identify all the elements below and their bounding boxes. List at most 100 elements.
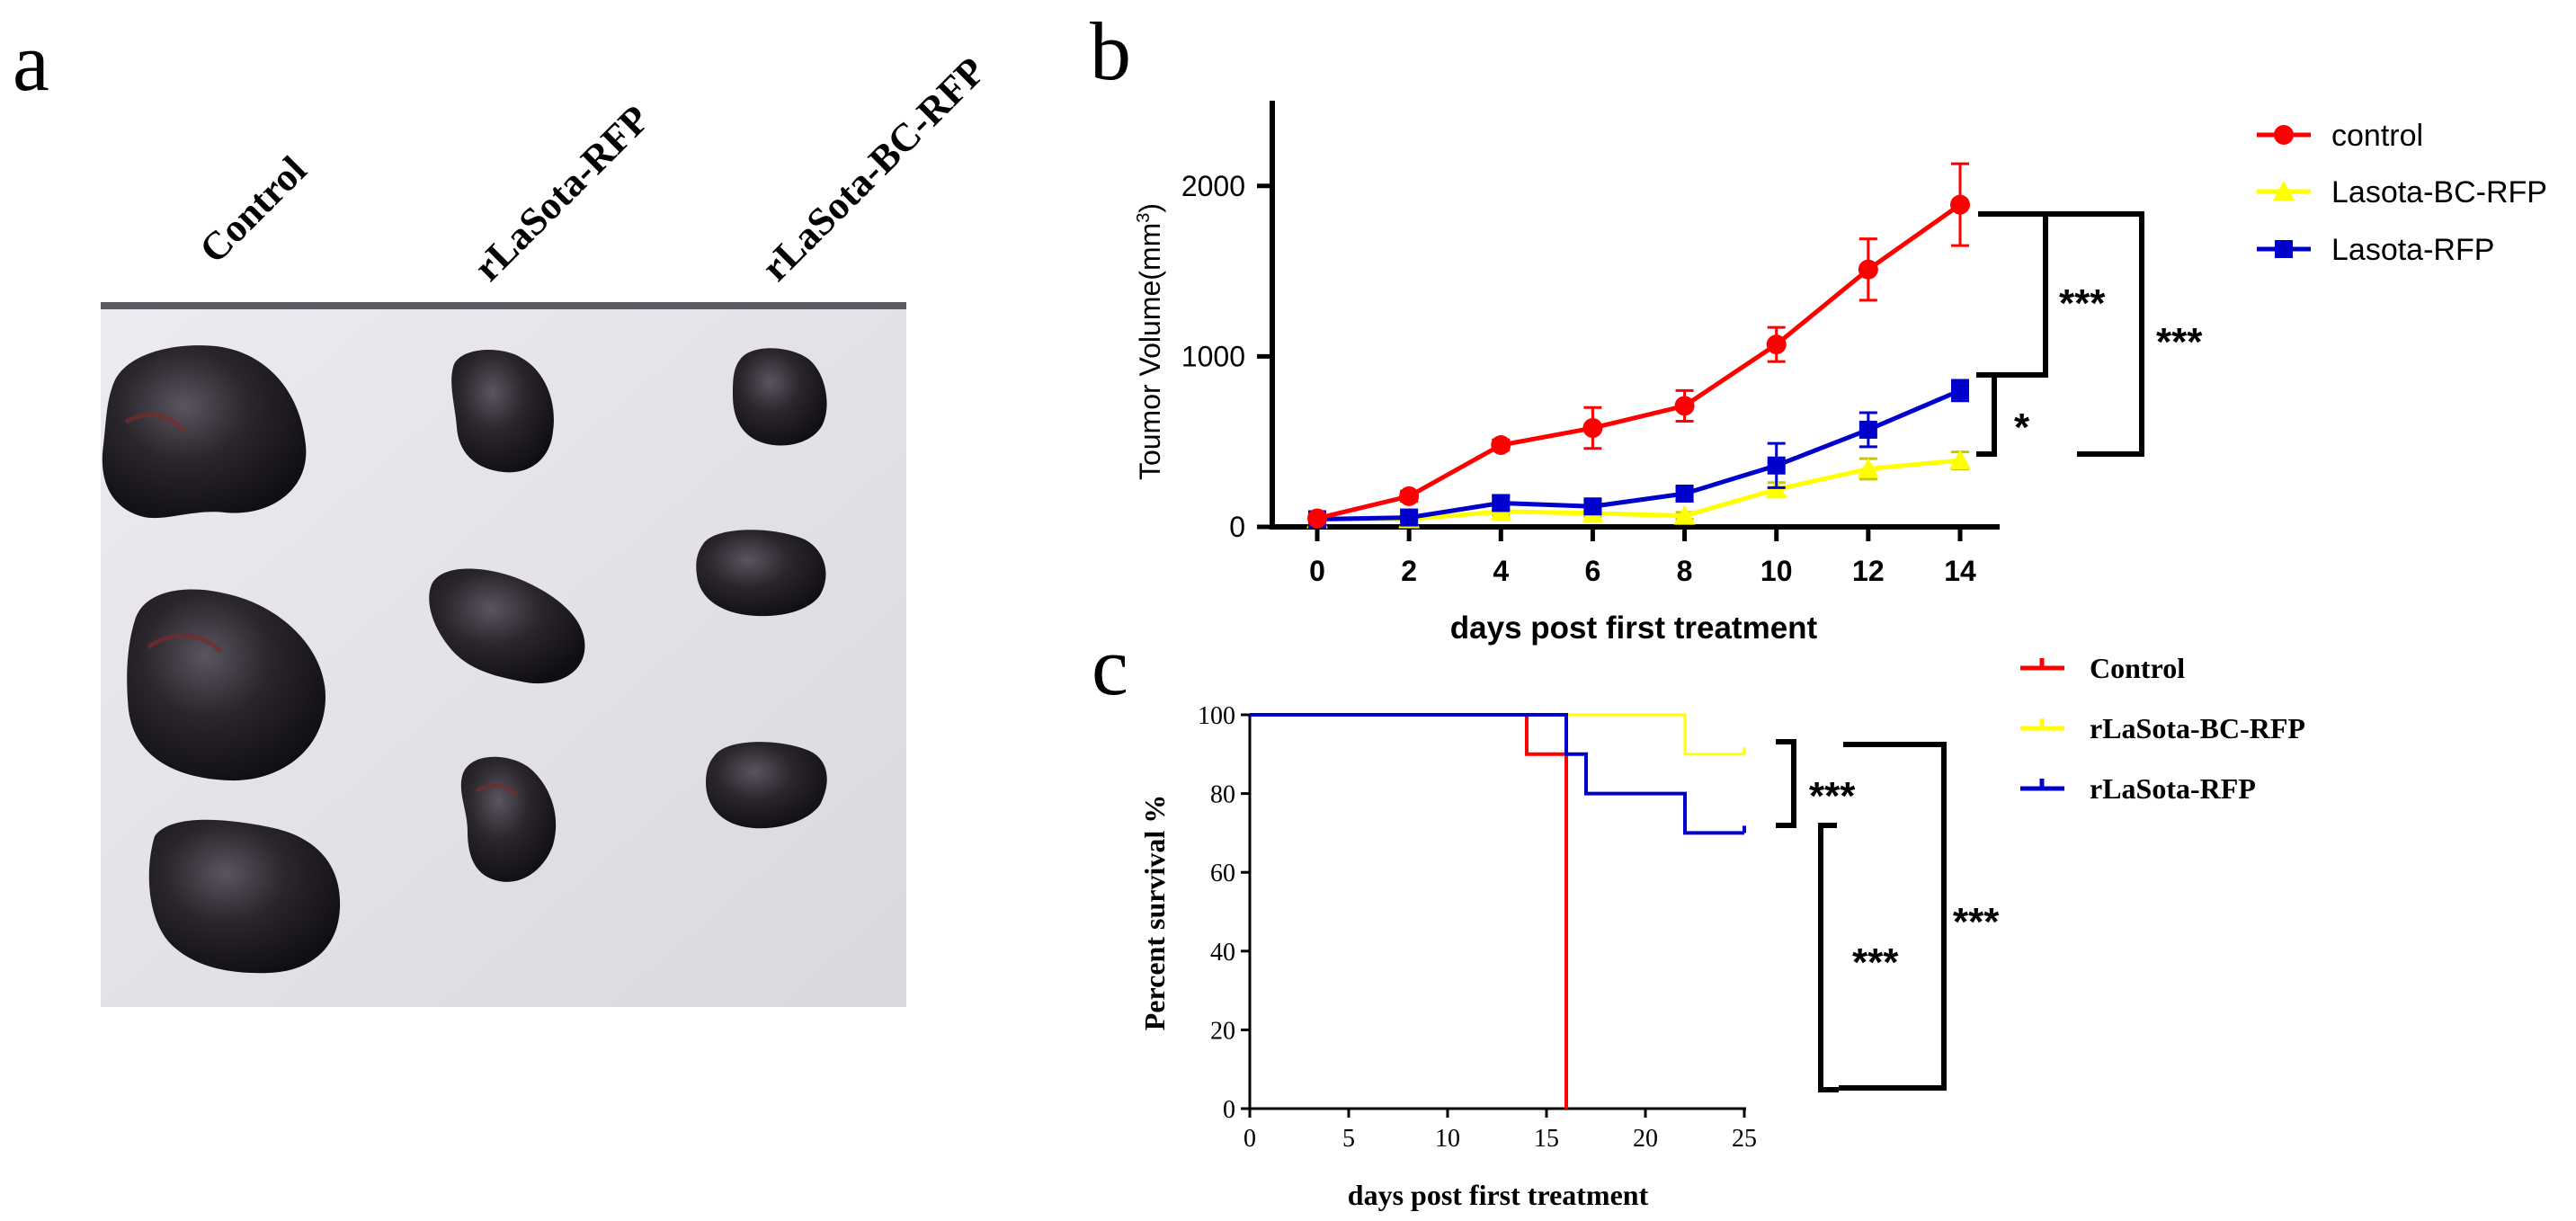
line-b-lasota-bc-rfp — [1317, 458, 1961, 521]
legend-b-rfp-label: Lasota-RFP — [2331, 233, 2494, 267]
series-c-rlasota-bc-rfp — [1250, 713, 1746, 756]
sig-b-control-vs-rfp: *** — [2059, 281, 2106, 325]
chart-c-y-tick-label-80: 80 — [1210, 781, 1235, 809]
chart-b-x-tick-label-2: 2 — [1401, 555, 1417, 587]
point-b-control-10 — [1766, 334, 1787, 355]
panel-a-letter: a — [13, 16, 49, 108]
point-b-lasota-rfp-14 — [1951, 381, 1969, 400]
chart-b-significance: *** * *** — [1976, 211, 2203, 457]
chart-c-x-tick-label-15: 15 — [1534, 1125, 1559, 1153]
bracket-b-control-vs-bc — [2046, 211, 2144, 457]
legend-b-rfp-marker — [2275, 240, 2293, 258]
chart-c-x-tick-label-0: 0 — [1243, 1125, 1256, 1153]
tumor-bc-rfp-2 — [696, 530, 826, 617]
chart-c-significance: *** *** *** — [1776, 739, 2000, 1092]
legend-b-control-marker — [2274, 125, 2294, 145]
column-label-rlasota-rfp: rLaSota-RFP — [465, 97, 657, 290]
chart-c-y-tick-label-0: 0 — [1223, 1096, 1235, 1124]
point-b-control-6 — [1582, 418, 1603, 439]
tumor-highlight-2 — [147, 633, 222, 654]
point-b-lasota-bc-rfp-12 — [1857, 458, 1879, 478]
chart-c-y-tick-label-40: 40 — [1210, 939, 1235, 967]
chart-c-x-tick-label-25: 25 — [1732, 1125, 1757, 1153]
legend-b-bc-rfp-marker — [2273, 181, 2295, 201]
tumor-control-3 — [148, 819, 341, 974]
point-b-lasota-rfp-8 — [1675, 485, 1694, 504]
chart-b-y-tick-label-0: 0 — [1229, 511, 1245, 543]
legend-c-control-label: Control — [2090, 652, 2185, 684]
chart-c-x-tick-label-10: 10 — [1435, 1125, 1460, 1153]
column-label-control: Control — [191, 147, 315, 272]
point-b-control-14 — [1950, 194, 1970, 215]
sig-c-rfp-vs-control: *** — [1852, 940, 1899, 985]
chart-b-ticks: 0 2 4 6 8 10 12 14 0 1000 2000 — [1181, 170, 1976, 587]
chart-b-y-label-main: Toumor Volume(mm — [1134, 223, 1166, 480]
bracket-b-rfp-vs-bc — [1976, 372, 1997, 457]
chart-c-x-tick-label-20: 20 — [1633, 1125, 1658, 1153]
line-b-lasota-rfp — [1316, 388, 1961, 521]
line-c-control — [1250, 713, 1568, 1109]
tumor-bc-rfp-3 — [706, 742, 827, 829]
point-b-lasota-rfp-12 — [1858, 420, 1877, 439]
series-b-lasota-rfp — [1308, 379, 1969, 529]
chart-c-ticks: 0 5 10 15 20 25 0 20 40 60 80 100 — [1198, 702, 1757, 1153]
point-b-control-0 — [1307, 508, 1327, 529]
series-c-control — [1250, 713, 1568, 1109]
point-b-lasota-rfp-4 — [1492, 494, 1511, 512]
tumor-rfp-1 — [451, 349, 554, 473]
sig-c-bc-vs-control: *** — [1953, 900, 2000, 944]
point-b-control-4 — [1491, 434, 1511, 455]
chart-b-x-label: days post first treatment — [1450, 610, 1818, 646]
chart-c-legend: Control rLaSota-BC-RFP rLaSota-RFP — [2020, 652, 2305, 805]
legend-b-bc-rfp-label: Lasota-BC-RFP — [2331, 175, 2547, 209]
chart-b-x-tick-label-0: 0 — [1309, 555, 1325, 587]
point-b-lasota-rfp-2 — [1400, 508, 1419, 527]
point-b-lasota-rfp-10 — [1767, 456, 1786, 475]
sig-c-bc-vs-rfp: *** — [1809, 774, 1856, 818]
bracket-c-bc-vs-control — [1839, 742, 1947, 1091]
chart-b-y-label-sup: 3 — [1134, 213, 1154, 223]
point-b-lasota-bc-rfp-8 — [1673, 504, 1696, 525]
chart-c-y-tick-label-100: 100 — [1198, 702, 1235, 730]
point-b-control-12 — [1858, 259, 1878, 280]
tumor-highlight-1 — [124, 412, 186, 433]
bracket-c-bc-vs-rfp — [1776, 739, 1796, 828]
line-c-rlasota-rfp — [1250, 713, 1744, 835]
chart-b-x-tick-label-12: 12 — [1852, 555, 1885, 587]
panel-b: b 0 2 4 6 8 10 12 14 0 1000 2000 days post first t… — [1090, 5, 2547, 646]
legend-c-bc-rfp-label: rLaSota-BC-RFP — [2090, 712, 2305, 744]
chart-c-y-tick-label-20: 20 — [1210, 1017, 1235, 1045]
chart-b-x-tick-label-4: 4 — [1493, 555, 1509, 587]
chart-b-legend: control Lasota-BC-RFP Lasota-RFP — [2257, 119, 2547, 267]
series-b-control — [1307, 162, 1970, 529]
tumor-highlight-3 — [475, 783, 519, 798]
line-c-rlasota-bc-rfp — [1250, 713, 1744, 756]
tumor-photo — [101, 302, 906, 1007]
chart-b-axes — [1270, 101, 2000, 530]
sig-b-rfp-vs-bc: * — [2014, 406, 2030, 450]
point-b-control-8 — [1674, 396, 1695, 416]
photo-top-edge — [101, 302, 906, 309]
chart-b-y-label-end: ) — [1134, 203, 1166, 213]
tumor-control-1 — [102, 345, 307, 519]
chart-b-x-tick-label-10: 10 — [1760, 555, 1793, 587]
chart-b-y-tick-label-2000: 2000 — [1181, 170, 1245, 202]
column-label-rlasota-bc-rfp: rLaSota-BC-RFP — [753, 49, 994, 290]
chart-b-series — [1306, 162, 1971, 529]
chart-c-x-label: days post first treatment — [1348, 1179, 1649, 1211]
bracket-b-control-vs-rfp — [1978, 211, 2048, 378]
chart-c-y-tick-label-60: 60 — [1210, 860, 1235, 887]
series-c-rlasota-rfp — [1250, 713, 1746, 835]
legend-c-rfp-label: rLaSota-RFP — [2090, 772, 2256, 805]
chart-b-x-tick-label-8: 8 — [1677, 555, 1693, 587]
chart-c-y-label: Percent survival % — [1138, 795, 1171, 1030]
chart-b-x-tick-label-14: 14 — [1944, 555, 1976, 587]
point-b-lasota-rfp-6 — [1583, 497, 1602, 516]
chart-b-y-label: Toumor Volume(mm3) — [1134, 203, 1166, 480]
panel-c-letter: c — [1092, 620, 1128, 712]
chart-c-axes — [1248, 715, 1746, 1110]
sig-b-control-vs-bc: *** — [2156, 320, 2203, 364]
point-b-control-2 — [1399, 486, 1420, 506]
tumor-rfp-2 — [429, 568, 585, 684]
